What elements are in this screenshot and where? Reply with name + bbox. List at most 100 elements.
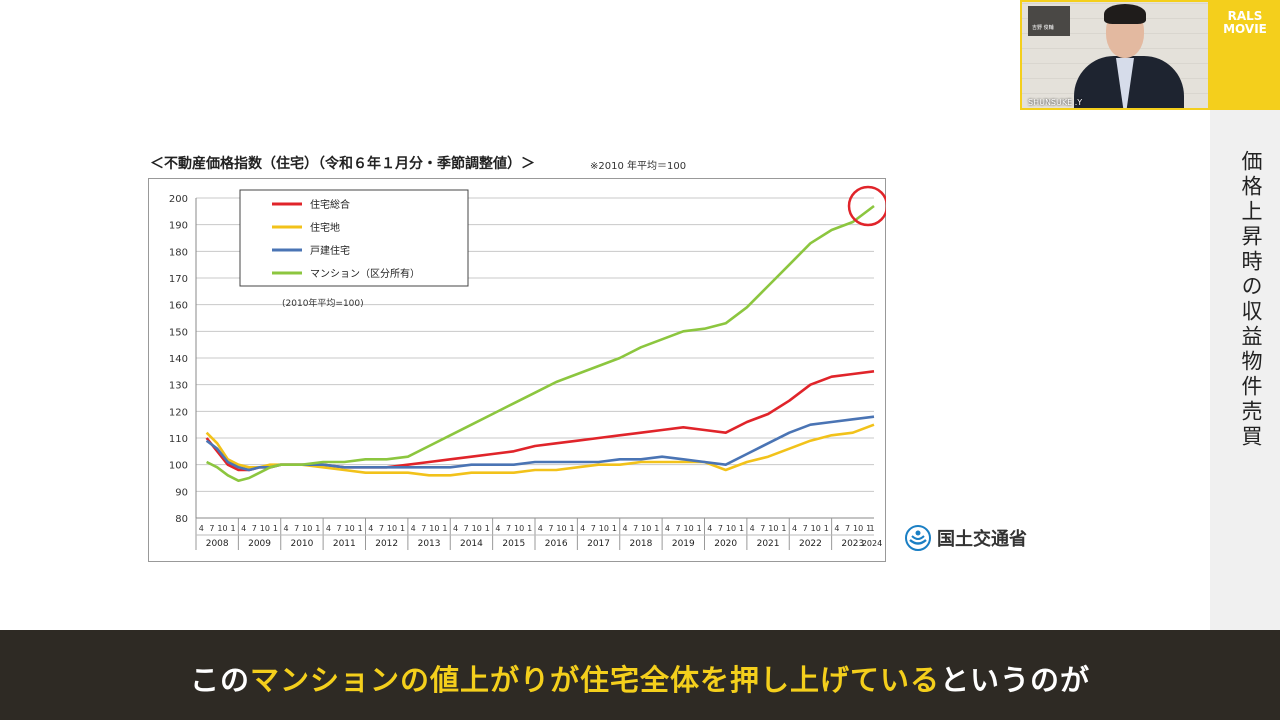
y-tick-label: 180: [169, 247, 188, 258]
y-tick-label: 120: [169, 407, 188, 418]
year-tick-label: 2008: [206, 539, 229, 549]
year-tick-label: 2022: [799, 539, 822, 549]
year-tick-label: 2024: [862, 539, 882, 548]
month-tick-label: 1: [739, 524, 744, 533]
subtitle-caption: このマンションの値上がりが住宅全体を押し上げているというのが: [0, 657, 1280, 699]
caption-bar: [0, 630, 1280, 720]
month-tick-label: 1: [570, 524, 575, 533]
month-tick-label: 10: [556, 524, 566, 533]
month-tick-label: 7: [548, 524, 553, 533]
month-tick-label: 1: [400, 524, 405, 533]
webcam-name-label: SHUNSUKE .Y: [1028, 98, 1083, 107]
year-tick-label: 2013: [418, 539, 441, 549]
caption-part3: というのが: [940, 663, 1091, 697]
brand-logo: RALS MOVIE: [1214, 10, 1276, 36]
month-tick-label: 10: [853, 524, 863, 533]
month-tick-label: 4: [495, 524, 500, 533]
legend-label: 住宅地: [310, 221, 340, 234]
month-tick-label: 1: [866, 524, 871, 533]
chart-inner-note: (2010年平均=100): [282, 297, 364, 309]
month-tick-label: 4: [834, 524, 839, 533]
mlit-emblem-icon: [905, 525, 931, 551]
y-tick-label: 80: [175, 514, 188, 525]
month-tick-label: 10: [811, 524, 821, 533]
series-line: [205, 415, 875, 472]
month-tick-label: 4: [199, 524, 204, 533]
sidebar-title: 価格上昇時の収益物件売買: [1239, 150, 1263, 450]
month-tick-label: 7: [633, 524, 638, 533]
month-tick-label: 10: [641, 524, 651, 533]
highlight-circle: [847, 185, 886, 227]
month-tick-label: 10: [387, 524, 397, 533]
year-tick-label: 2023: [841, 539, 864, 549]
year-tick-label: 2011: [333, 539, 356, 549]
y-tick-label: 190: [169, 221, 188, 232]
month-tick-label: 7: [209, 524, 214, 533]
month-tick-label: 1: [654, 524, 659, 533]
month-tick-label: 4: [665, 524, 670, 533]
month-tick-label: 7: [803, 524, 808, 533]
month-tick-label: 10: [768, 524, 778, 533]
y-tick-label: 110: [169, 434, 188, 445]
month-tick-label: 1: [485, 524, 490, 533]
month-tick-label: 7: [845, 524, 850, 533]
year-tick-label: 2021: [757, 539, 780, 549]
y-tick-label: 140: [169, 354, 188, 365]
year-tick-label: 2017: [587, 539, 610, 549]
month-tick-label: 4: [538, 524, 543, 533]
month-tick-label: 4: [326, 524, 331, 533]
y-tick-label: 90: [175, 487, 188, 498]
y-tick-label: 170: [169, 274, 188, 285]
caption-highlight: マンションの値上がりが住宅全体を押し上げている: [249, 663, 940, 697]
year-tick-label: 2014: [460, 539, 483, 549]
y-tick-label: 150: [169, 327, 188, 338]
month-tick-label: 7: [506, 524, 511, 533]
year-tick-label: 2015: [502, 539, 525, 549]
series-line: [206, 204, 875, 483]
month-tick-label: 7: [421, 524, 426, 533]
month-tick-label: 4: [411, 524, 416, 533]
webcam-sign-text: 吉野 俊輔: [1032, 25, 1054, 31]
y-tick-label: 130: [169, 381, 188, 392]
month-tick-label: 7: [379, 524, 384, 533]
legend-label: 住宅総合: [310, 198, 350, 211]
year-tick-label: 2010: [290, 539, 313, 549]
month-tick-label: 7: [252, 524, 257, 533]
brand-line1: RALS: [1227, 9, 1263, 23]
legend-label: 戸建住宅: [310, 244, 350, 257]
month-tick-label: 1: [781, 524, 786, 533]
year-tick-label: 2018: [629, 539, 652, 549]
year-tick-label: 2020: [714, 539, 737, 549]
month-tick-label: 1: [697, 524, 702, 533]
month-tick-label: 7: [591, 524, 596, 533]
month-tick-label: 4: [368, 524, 373, 533]
year-tick-label: 2012: [375, 539, 398, 549]
month-tick-label: 10: [345, 524, 355, 533]
year-tick-label: 2016: [545, 539, 568, 549]
month-tick-label: 7: [675, 524, 680, 533]
series-line: [205, 423, 875, 477]
month-tick-label: 4: [707, 524, 712, 533]
month-tick-label: 10: [599, 524, 609, 533]
month-tick-label: 4: [453, 524, 458, 533]
month-tick-label: 10: [684, 524, 694, 533]
legend-box: [239, 189, 469, 287]
brand-box: [1210, 0, 1280, 110]
chart-title: ＜不動産価格指数（住宅）（令和６年１月分・季節調整値）＞: [150, 156, 535, 172]
month-tick-label: 10: [726, 524, 736, 533]
month-tick-label: 4: [792, 524, 797, 533]
month-tick-label: 10: [302, 524, 312, 533]
legend-label: マンション（区分所有）: [310, 267, 420, 280]
source-label: 国土交通省: [937, 529, 1027, 550]
month-tick-label: 4: [284, 524, 289, 533]
brand-line2: MOVIE: [1223, 22, 1267, 36]
month-tick-label: 10: [514, 524, 524, 533]
month-tick-label: 1: [315, 524, 320, 533]
month-tick-label: 7: [760, 524, 765, 533]
month-tick-label: 1: [273, 524, 278, 533]
month-tick-label: 4: [750, 524, 755, 533]
month-tick-label: 7: [718, 524, 723, 533]
webcam-feed: 吉野 俊輔 SHUNSUKE .Y: [1020, 0, 1210, 110]
y-tick-label: 100: [169, 461, 188, 472]
